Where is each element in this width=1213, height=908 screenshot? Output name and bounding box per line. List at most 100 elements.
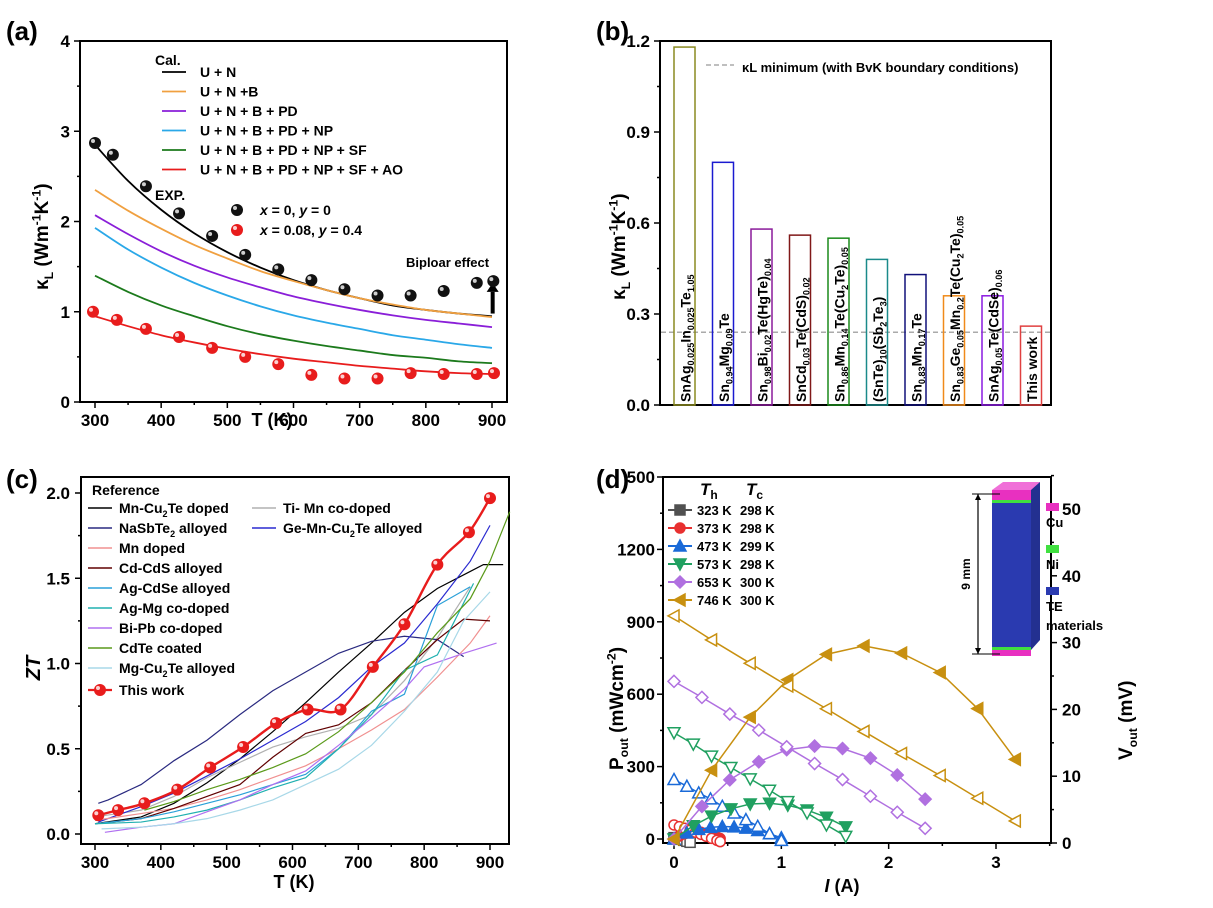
voltage-point-6 (666, 608, 680, 624)
bar-3 (750, 228, 773, 406)
voltage-point-2 (714, 835, 726, 848)
label-part: = 0 (307, 202, 331, 218)
voltage-point-6 (818, 701, 833, 716)
label-part: 2 (163, 669, 168, 679)
exp-point-2-highlight (141, 324, 146, 329)
legend-tc-d: 299 K (740, 539, 775, 554)
label-part: 0.86 (840, 366, 850, 384)
label-part: Te) (947, 233, 963, 253)
label-part: K (32, 200, 53, 214)
voltage-point-5 (722, 707, 737, 722)
exp-point-2-highlight (472, 370, 477, 375)
label-part: Te(Cu (947, 259, 963, 298)
axes-frame-c (80, 476, 510, 845)
zt-point-this-work (138, 797, 151, 810)
label-part: 1.05 (686, 274, 696, 292)
label-part: c (756, 488, 763, 502)
legend-header-d: Tc (746, 480, 763, 502)
x-tick-label-d: 2 (884, 853, 893, 872)
x-tick-label-a: 600 (279, 411, 307, 430)
exp-point-1-highlight (340, 285, 345, 290)
zt-point-this-work-highlight (400, 620, 405, 625)
legend-marker-exp-highlight (233, 226, 237, 230)
label-part: I (824, 876, 830, 896)
exp-point-1-highlight (406, 291, 411, 296)
exp-point-2 (338, 372, 351, 385)
label-part: 2 (956, 253, 966, 258)
legend-label-exp: x = 0.08, y = 0.4 (259, 222, 362, 238)
label-part: -1 (29, 190, 43, 201)
exp-point-2-highlight (175, 333, 180, 338)
y-tick-label-a: 4 (61, 32, 71, 51)
exp-point-2-highlight (112, 315, 117, 320)
legend-label-c: Ti- Mn co-doped (283, 500, 391, 516)
label-part: ) (32, 183, 53, 189)
legend-marker-d (672, 538, 688, 552)
bar-label-9: SnAg0.05Te(CdSe)0.06 (986, 270, 1005, 402)
power-point-3 (726, 819, 742, 833)
label-part: (Wm (609, 235, 630, 281)
label-part: Te(CdS) (793, 295, 809, 348)
label-part: Te (909, 313, 925, 329)
annotation-bipolar: Biploar effect (406, 255, 490, 270)
label-part: Mn (909, 346, 925, 366)
power-point-5 (863, 751, 878, 766)
voltage-point-5 (863, 789, 878, 804)
inset-legend-swatch (1046, 587, 1059, 595)
exp-point-2-highlight (307, 370, 312, 375)
label-part: -1 (606, 200, 620, 211)
axes-frame-d (662, 476, 1052, 844)
zt-point-this-work-highlight (239, 743, 244, 748)
inset-ni-top (992, 500, 1031, 503)
zt-point-this-work (112, 804, 125, 817)
label-part: 0.025 (686, 343, 696, 366)
label-part: Sn (947, 384, 963, 402)
label-part: Cd-CdS alloyed (119, 560, 222, 576)
exp-point-2 (139, 322, 152, 335)
label-part: 0.02 (763, 335, 773, 353)
label-part: L (42, 271, 56, 279)
inset-dimension-label: 9 mm (959, 558, 973, 589)
x-tick-label-d: 3 (991, 853, 1000, 872)
legend-title-reference: Reference (92, 482, 160, 498)
exp-point-2 (173, 331, 186, 344)
zt-point-this-work (92, 809, 105, 822)
power-point-6 (1007, 752, 1022, 767)
label-part: = 0.08, (268, 222, 319, 238)
x-axis-label-d: I (A) (824, 876, 859, 896)
inset-te-leg: 9 mm Cu Ni TE materials (959, 482, 1103, 656)
x-axis-label-a: T (K) (252, 410, 293, 430)
exp-point-1-highlight (472, 278, 477, 283)
exp-point-1 (89, 136, 101, 149)
inset-legend-label: materials (1046, 618, 1103, 633)
label-part: 0.06 (994, 270, 1004, 288)
zt-point-this-work-highlight (486, 494, 490, 499)
legend-marker-d (674, 504, 686, 516)
legend-title-exp: EXP. (155, 187, 185, 203)
label-part: Te (870, 306, 886, 322)
x-tick-label-c: 500 (212, 853, 240, 872)
zt-point-this-work (334, 703, 347, 716)
exp-point-1-highlight (489, 277, 494, 282)
bar-9 (981, 295, 1004, 406)
power-point-6 (893, 645, 908, 661)
panel-label-c: (c) (6, 464, 38, 494)
x-tick-label-c: 700 (344, 853, 372, 872)
label-part: Mn (947, 310, 963, 330)
exp-point-1 (470, 276, 483, 289)
voltage-point-6 (742, 656, 756, 671)
zt-point-this-work-highlight (433, 560, 438, 565)
zt-line-2 (94, 586, 471, 818)
label-part: 2 (879, 322, 889, 327)
label-part: 0.83 (956, 366, 966, 384)
bar-label-6: (SnTe)10(Sb2Te3) (870, 297, 889, 402)
label-part: ) (870, 297, 886, 302)
power-point-3 (715, 818, 730, 833)
bar-label-3: Sn0.98Bi0.02Te(HgTe)0.04 (755, 257, 774, 402)
label-part: T (700, 480, 712, 499)
legend-label-a: U + N (200, 64, 236, 80)
exp-point-2-highlight (89, 307, 94, 312)
bar-label-5: Sn0.86Mn0.14Te(Cu2Te)0.05 (832, 247, 851, 402)
